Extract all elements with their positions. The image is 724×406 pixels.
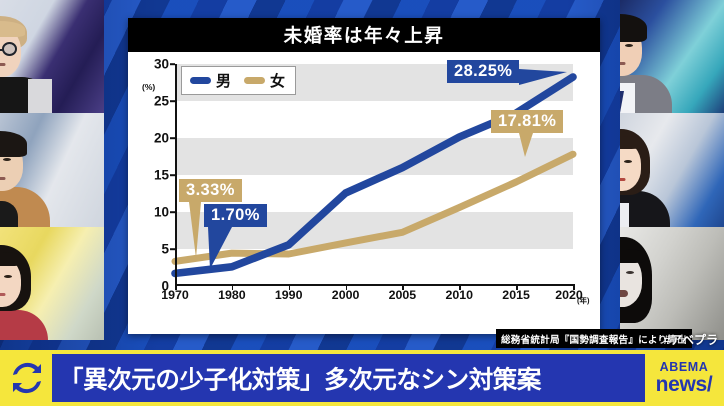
annotation-female-2020: 17.81%: [491, 110, 564, 158]
series-line-female: [171, 150, 577, 265]
refresh-cycle-icon: [8, 359, 46, 397]
x-tick-label: 2020: [555, 288, 583, 302]
panelist-figure: [0, 0, 52, 114]
hashtag-overlay: #アベプラ: [663, 333, 718, 347]
legend-item-male: 男: [190, 70, 231, 91]
chart-source-note: 総務省統計局『国勢調査報告』により算出: [496, 329, 692, 348]
y-axis-unit-label: (%): [142, 82, 156, 92]
annotation-tail: [519, 133, 533, 158]
x-axis-line: [175, 284, 573, 286]
participant-panels-left: [0, 0, 104, 340]
panelist-mouth: [620, 178, 626, 182]
legend-swatch-male: [190, 77, 211, 84]
x-tick-label: 1980: [218, 288, 246, 302]
necktie: [620, 91, 624, 114]
panelist-bangs: [0, 251, 24, 266]
y-tick-label: 5: [161, 241, 169, 257]
glasses-icon: [0, 42, 17, 56]
annotation-tail: [208, 227, 232, 270]
x-tick-label: 1990: [274, 288, 303, 302]
panelist-mouth: [0, 177, 6, 181]
annotation-tail: [189, 202, 201, 259]
panelist-body: [0, 309, 48, 340]
series-line-male: [171, 73, 577, 278]
y-tick-label: 30: [153, 56, 169, 72]
abema-news-logo: ABEMA news/: [646, 354, 722, 402]
panelist-hair: [0, 131, 27, 158]
legend-swatch-female: [244, 77, 266, 84]
legend-label-male: 男: [216, 73, 232, 90]
annotation-female-1970: 3.33%: [179, 179, 242, 259]
panelist-mouth: [0, 63, 6, 66]
x-tick-label: 2015: [502, 288, 530, 302]
x-tick-label: 2010: [445, 288, 474, 302]
panelist-mouth: [0, 292, 6, 296]
video-panel-panelist-6[interactable]: [620, 226, 724, 340]
news-ticker: 「異次元の少子化対策」多次元なシン対策案 ABEMA news/: [0, 350, 724, 406]
video-panel-panelist-3[interactable]: [0, 226, 104, 340]
x-tick-label: 2000: [331, 288, 360, 302]
series-lines: [171, 73, 577, 278]
chart-legend: 男 女: [181, 66, 297, 95]
y-tick-label: 20: [153, 130, 169, 146]
y-tick-label: 25: [153, 93, 169, 109]
y-tick-label: 10: [153, 204, 169, 220]
panelist-figure: [0, 227, 52, 340]
annotation-male-1970: 1.70%: [204, 204, 267, 270]
video-panel-panelist-4[interactable]: [620, 0, 724, 114]
panelist-hair: [620, 14, 647, 42]
y-tick-label: 15: [153, 167, 169, 183]
y-tick-label: 0: [161, 278, 169, 294]
legend-label-female: 女: [270, 73, 286, 90]
abema-wordmark: ABEMA: [659, 360, 709, 375]
annotation-male-2020: 28.25%: [447, 60, 568, 85]
grid-band: [175, 138, 573, 175]
panelist-bangs: [620, 136, 644, 150]
panelist-mouth: [620, 62, 626, 65]
x-tick-label: 1970: [161, 288, 189, 302]
video-panel-panelist-1[interactable]: [0, 0, 104, 114]
plot-area: 30 25 20 15 10 5 0 (%) 1970 1980 1990 20…: [128, 52, 600, 334]
x-axis-unit-label: (年): [577, 296, 590, 305]
y-axis-line: [175, 64, 177, 286]
plot-canvas: [171, 64, 577, 286]
chart-title: 未婚率は年々上昇: [128, 18, 600, 52]
participant-panels-right: [620, 0, 724, 340]
panelist-mouth: [620, 289, 628, 297]
chart-card: 未婚率は年々上昇 30 25 20 15 10 5 0 (%): [128, 18, 692, 348]
x-tick-label: 2005: [388, 288, 417, 302]
panelist-figure: [620, 227, 672, 340]
panelist-figure: [0, 113, 52, 227]
panelist-fringe: [0, 21, 25, 37]
video-panel-panelist-2[interactable]: [0, 113, 104, 227]
panelist-figure: [620, 113, 672, 227]
panelist-bangs: [620, 248, 646, 263]
news-wordmark: news/: [655, 372, 713, 396]
ticker-headline: 「異次元の少子化対策」多次元なシン対策案: [52, 354, 645, 402]
legend-item-female: 女: [244, 70, 285, 91]
annotation-tail: [519, 69, 568, 85]
panelist-figure: [620, 0, 672, 114]
video-panel-panelist-5[interactable]: [620, 113, 724, 227]
